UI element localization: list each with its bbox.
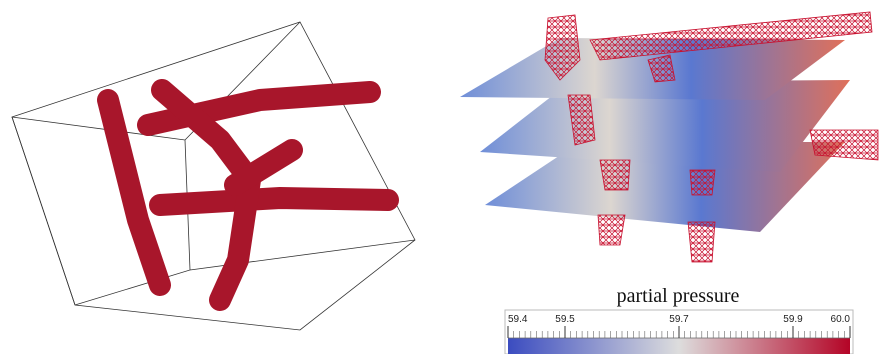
colorbar-gradient: [508, 338, 850, 354]
tick-label: 60.0: [831, 314, 851, 325]
figure: partial pressure 59.4 59.5 59.7 59.9 60.0: [0, 0, 880, 354]
tick-label: 59.4: [508, 314, 528, 325]
vessel-network: [108, 90, 388, 300]
slice-planes: [460, 12, 878, 262]
page: {"colorbar": {"title": "partial pressure…: [0, 0, 880, 354]
colorbar-title: partial pressure: [617, 285, 740, 307]
bounding-box: [12, 22, 415, 330]
tick-label: 59.5: [555, 314, 575, 325]
tick-label: 59.9: [783, 314, 803, 325]
tick-label: 59.7: [669, 314, 689, 325]
